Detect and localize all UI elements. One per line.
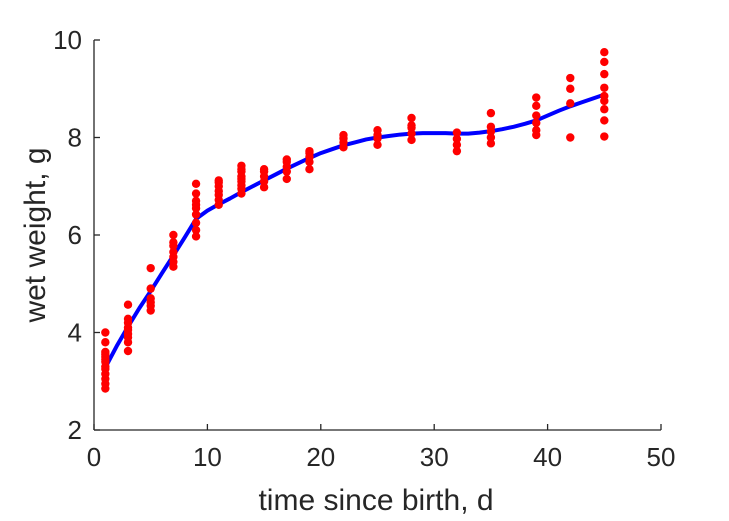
data-point bbox=[101, 347, 110, 357]
data-point bbox=[146, 284, 155, 293]
data-point bbox=[486, 139, 496, 148]
data-point bbox=[407, 121, 416, 130]
data-point bbox=[305, 164, 314, 174]
data-point bbox=[191, 232, 201, 241]
data-point bbox=[600, 91, 609, 101]
y-tick-label: 2 bbox=[68, 415, 82, 445]
data-point bbox=[191, 225, 201, 235]
data-point bbox=[101, 328, 110, 337]
data-point bbox=[214, 176, 223, 185]
x-tick-label: 20 bbox=[306, 442, 335, 472]
data-point bbox=[532, 101, 541, 111]
data-point bbox=[566, 84, 575, 93]
x-tick-label: 10 bbox=[193, 442, 222, 472]
fit-line bbox=[103, 92, 607, 370]
data-point bbox=[407, 113, 416, 123]
data-point bbox=[532, 93, 541, 102]
data-point bbox=[373, 140, 382, 150]
data-point bbox=[452, 134, 462, 144]
data-point bbox=[191, 210, 201, 219]
data-point bbox=[452, 146, 462, 156]
data-point bbox=[123, 346, 133, 356]
data-point bbox=[191, 179, 201, 189]
data-point bbox=[566, 73, 575, 83]
data-point bbox=[600, 116, 609, 125]
data-point bbox=[146, 294, 155, 303]
data-point bbox=[191, 189, 201, 198]
data-point bbox=[566, 99, 575, 108]
data-point bbox=[600, 69, 609, 79]
data-point bbox=[101, 338, 110, 347]
data-point bbox=[486, 122, 496, 131]
data-point bbox=[532, 125, 541, 135]
data-point bbox=[339, 130, 348, 140]
data-point bbox=[407, 135, 416, 145]
data-point bbox=[305, 146, 314, 156]
data-point bbox=[282, 155, 291, 164]
data-point bbox=[169, 238, 178, 247]
x-tick-label: 30 bbox=[420, 442, 449, 472]
data-point bbox=[191, 218, 201, 228]
data-point bbox=[532, 118, 541, 128]
y-tick-label: 6 bbox=[68, 220, 82, 250]
data-point bbox=[452, 128, 462, 137]
data-point bbox=[282, 174, 291, 184]
x-axis-label: time since birth, d bbox=[258, 484, 493, 517]
data-point bbox=[123, 300, 133, 309]
data-point bbox=[123, 314, 133, 324]
data-point bbox=[452, 140, 462, 150]
data-point bbox=[169, 230, 178, 240]
data-point bbox=[407, 129, 416, 138]
data-point bbox=[600, 47, 609, 57]
x-tick-label: 40 bbox=[533, 442, 562, 472]
data-point bbox=[532, 111, 541, 120]
data-point bbox=[259, 164, 269, 174]
plot-area bbox=[101, 47, 609, 393]
data-point bbox=[566, 133, 575, 142]
x-tick-label: 0 bbox=[87, 442, 101, 472]
y-axis-label: wet weight, g bbox=[19, 147, 52, 323]
data-point bbox=[373, 125, 382, 135]
y-tick-label: 10 bbox=[53, 25, 82, 55]
data-point bbox=[169, 247, 178, 257]
data-point bbox=[600, 83, 609, 92]
data-point bbox=[486, 108, 496, 118]
y-tick-label: 8 bbox=[68, 123, 82, 153]
axes: 0 10 20 30 40 50 2 4 6 8 10 bbox=[53, 25, 675, 472]
data-point bbox=[146, 263, 155, 273]
data-point bbox=[600, 105, 609, 114]
data-point bbox=[600, 57, 609, 67]
data-point bbox=[486, 133, 496, 142]
data-point bbox=[237, 161, 246, 170]
data-point bbox=[259, 183, 269, 192]
y-tick-label: 4 bbox=[68, 318, 82, 348]
x-tick-label: 50 bbox=[647, 442, 676, 472]
data-point bbox=[191, 196, 201, 206]
data-point bbox=[600, 132, 609, 141]
